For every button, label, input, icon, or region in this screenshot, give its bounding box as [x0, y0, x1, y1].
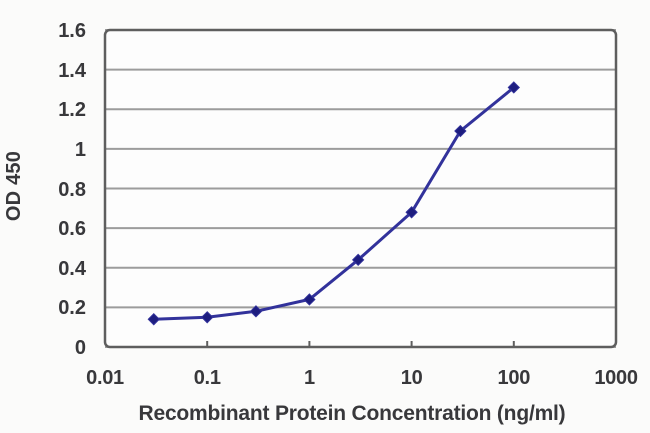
y-tick-label: 1.4: [58, 59, 86, 82]
data-line: [152, 86, 516, 321]
x-tick-label: 1000: [594, 367, 638, 389]
y-tick-label: 1.2: [58, 99, 86, 122]
x-tick-label: 10: [400, 367, 423, 389]
data-point-marker: [147, 313, 160, 326]
data-point-marker: [200, 311, 214, 324]
data-point-marker: [351, 253, 365, 267]
plot-border: [103, 28, 618, 349]
y-tick-label: 1.6: [58, 20, 86, 42]
x-tick-label: 1: [303, 367, 315, 389]
x-tick-label: 100: [497, 367, 531, 389]
data-point-marker: [249, 305, 263, 318]
data-point-marker: [507, 81, 521, 94]
y-tick-label: 0.8: [58, 178, 86, 201]
y-tick-label: 1: [74, 138, 86, 161]
data-point-marker: [405, 206, 418, 219]
x-tick-label: 0.01: [86, 367, 124, 389]
x-axis-title: Recombinant Protein Concentration (ng/ml…: [138, 402, 566, 425]
y-tick-label: 0.4: [58, 257, 86, 280]
y-tick-label: 0.2: [58, 297, 86, 320]
data-point-marker: [454, 124, 467, 138]
x-tick-label: 0.1: [193, 367, 221, 389]
y-tick-label: 0: [74, 337, 86, 359]
y-tick-label: 0.6: [58, 218, 86, 241]
data-point-marker: [303, 293, 316, 306]
